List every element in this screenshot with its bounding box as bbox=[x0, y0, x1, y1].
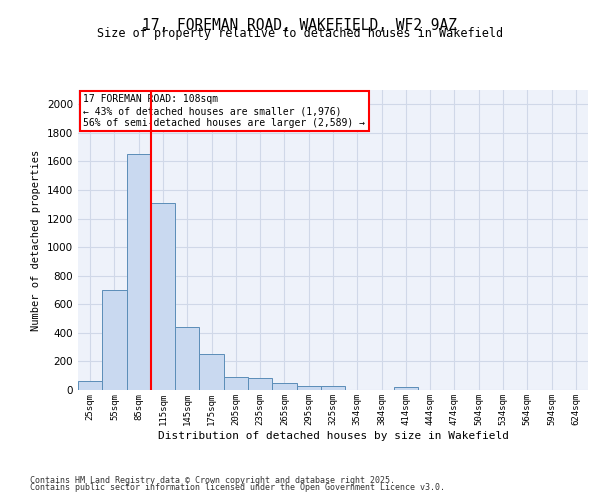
Bar bbox=[296, 386, 321, 390]
Bar bbox=[151, 203, 175, 390]
Text: Contains HM Land Registry data © Crown copyright and database right 2025.: Contains HM Land Registry data © Crown c… bbox=[30, 476, 395, 485]
Bar bbox=[102, 290, 127, 390]
X-axis label: Distribution of detached houses by size in Wakefield: Distribution of detached houses by size … bbox=[157, 430, 509, 440]
Bar bbox=[199, 354, 224, 390]
Text: 17 FOREMAN ROAD: 108sqm
← 43% of detached houses are smaller (1,976)
56% of semi: 17 FOREMAN ROAD: 108sqm ← 43% of detache… bbox=[83, 94, 365, 128]
Bar bbox=[248, 378, 272, 390]
Text: 17, FOREMAN ROAD, WAKEFIELD, WF2 9AZ: 17, FOREMAN ROAD, WAKEFIELD, WF2 9AZ bbox=[143, 18, 458, 32]
Bar bbox=[394, 387, 418, 390]
Text: Contains public sector information licensed under the Open Government Licence v3: Contains public sector information licen… bbox=[30, 484, 445, 492]
Bar bbox=[127, 154, 151, 390]
Bar bbox=[78, 380, 102, 390]
Bar bbox=[175, 327, 199, 390]
Y-axis label: Number of detached properties: Number of detached properties bbox=[31, 150, 41, 330]
Bar bbox=[321, 386, 345, 390]
Bar bbox=[272, 383, 296, 390]
Bar bbox=[224, 377, 248, 390]
Text: Size of property relative to detached houses in Wakefield: Size of property relative to detached ho… bbox=[97, 28, 503, 40]
